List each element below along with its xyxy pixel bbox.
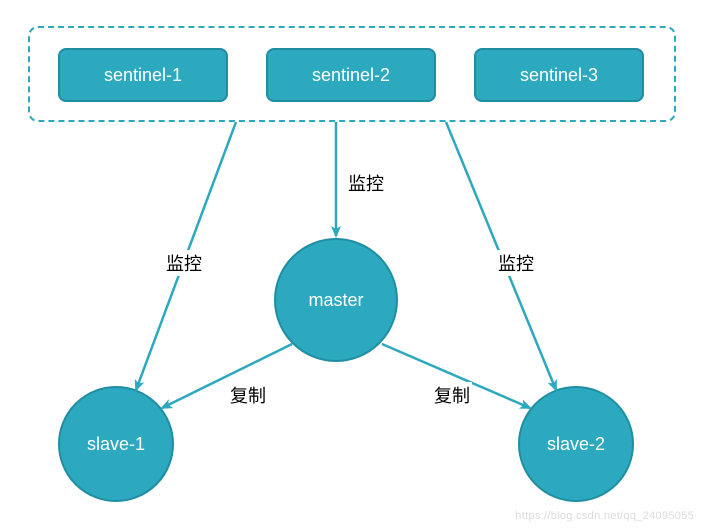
watermark-text: https://blog.csdn.net/qq_24095055 <box>515 510 694 522</box>
edge-label-group-master: 监控 <box>346 170 386 196</box>
master-node: master <box>274 238 398 362</box>
edge-label-group-slave2: 监控 <box>496 250 536 276</box>
edge-master-to-slave1 <box>162 344 292 408</box>
master-label: master <box>308 290 363 311</box>
sentinel-3-label: sentinel-3 <box>520 65 598 86</box>
edge-label-master-slave1: 复制 <box>228 382 268 408</box>
slave-1-label: slave-1 <box>87 434 145 455</box>
sentinel-3-box: sentinel-3 <box>474 48 644 102</box>
sentinel-2-box: sentinel-2 <box>266 48 436 102</box>
edge-label-group-slave1: 监控 <box>164 250 204 276</box>
slave-2-label: slave-2 <box>547 434 605 455</box>
slave-1-node: slave-1 <box>58 386 174 502</box>
sentinel-2-label: sentinel-2 <box>312 65 390 86</box>
slave-2-node: slave-2 <box>518 386 634 502</box>
edge-label-master-slave2: 复制 <box>432 382 472 408</box>
sentinel-1-box: sentinel-1 <box>58 48 228 102</box>
sentinel-1-label: sentinel-1 <box>104 65 182 86</box>
